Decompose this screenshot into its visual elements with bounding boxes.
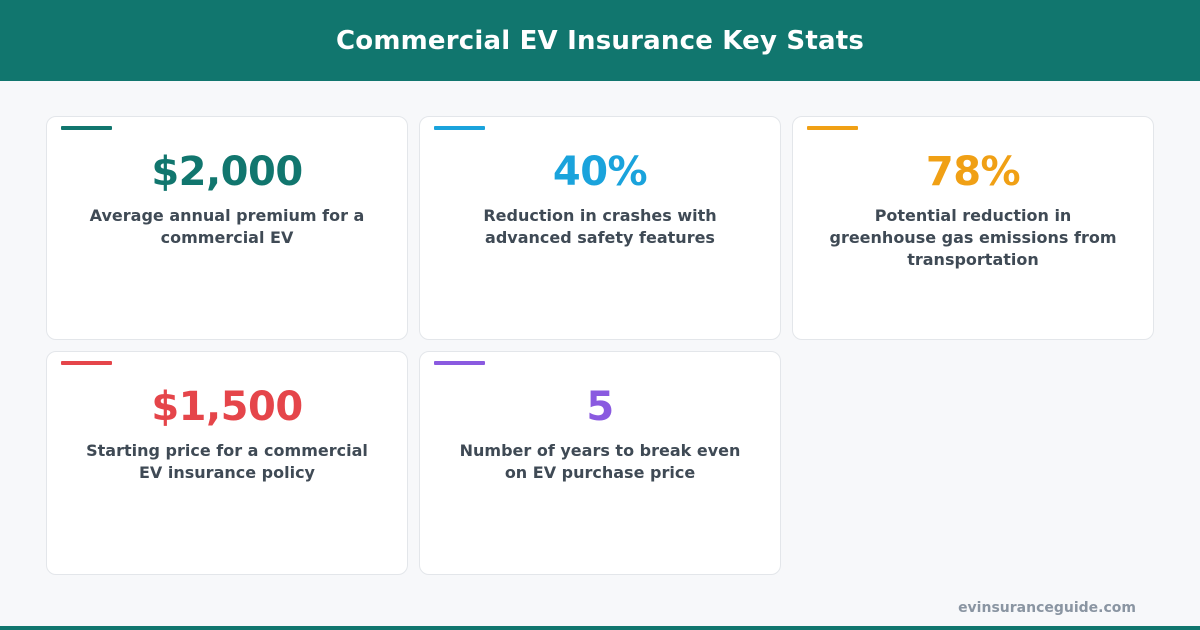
stat-description: Number of years to break even on EV purc… <box>459 441 741 482</box>
stat-description: Potential reduction in greenhouse gas em… <box>829 206 1117 269</box>
header-banner: Commercial EV Insurance Key Stats <box>0 0 1200 81</box>
stat-description: Reduction in crashes with advanced safet… <box>483 206 717 247</box>
stat-value: $1,500 <box>151 384 303 430</box>
page-title: Commercial EV Insurance Key Stats <box>335 25 865 56</box>
stat-value: 78% <box>925 149 1021 195</box>
card-accent-bar <box>61 361 112 365</box>
stat-value: 5 <box>586 384 614 430</box>
stat-value: $2,000 <box>151 149 303 195</box>
card-accent-bar <box>434 361 485 365</box>
stat-card-starting-price: $1,500 Starting price for a commercial E… <box>46 351 408 575</box>
stat-card-average-premium: $2,000 Average annual premium for a comm… <box>46 116 408 340</box>
card-accent-bar <box>61 126 112 130</box>
stat-card-break-even-years: 5 Number of years to break even on EV pu… <box>419 351 781 575</box>
stat-value: 40% <box>552 149 648 195</box>
site-url: evinsuranceguide.com <box>958 600 1136 616</box>
card-accent-bar <box>807 126 858 130</box>
stat-card-crash-reduction: 40% Reduction in crashes with advanced s… <box>419 116 781 340</box>
stat-card-emissions-reduction: 78% Potential reduction in greenhouse ga… <box>792 116 1154 340</box>
stat-description: Starting price for a commercial EV insur… <box>86 441 368 482</box>
stat-description: Average annual premium for a commercial … <box>89 206 365 247</box>
bottom-divider <box>0 626 1200 630</box>
card-accent-bar <box>434 126 485 130</box>
